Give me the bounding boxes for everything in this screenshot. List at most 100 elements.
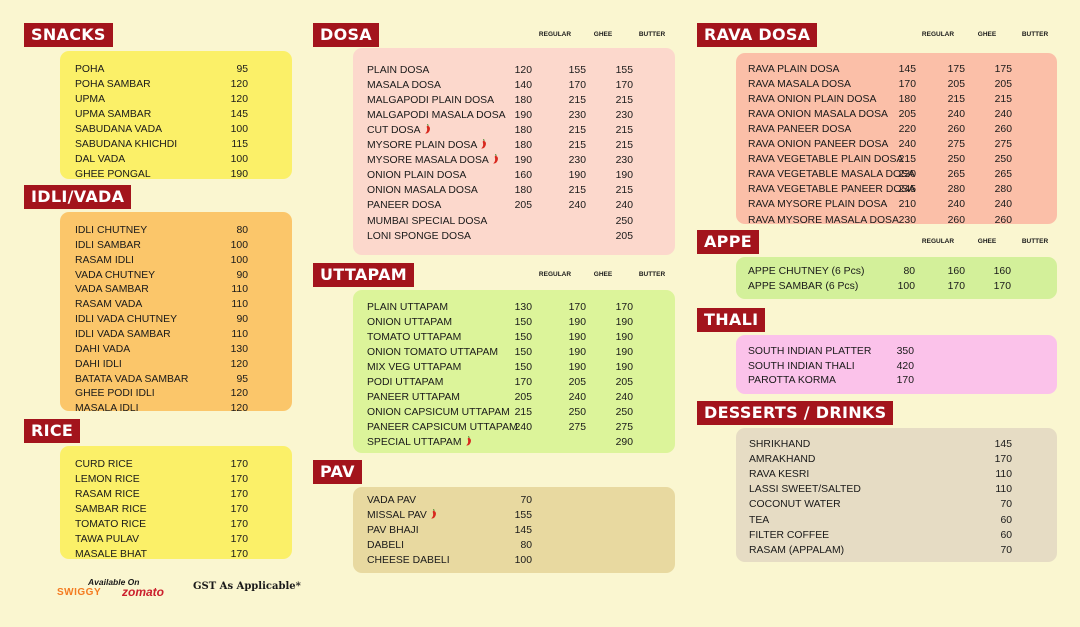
pav-panel bbox=[353, 487, 675, 573]
item-label: AMRAKHAND bbox=[749, 454, 816, 466]
item-label: LASSI SWEET/SALTED bbox=[749, 484, 861, 496]
dosa-item-name: LONI SPONGE DOSA bbox=[367, 230, 471, 243]
rice-item-price: 170 bbox=[230, 519, 248, 530]
snacks-item-name: GHEE PONGAL bbox=[75, 168, 151, 181]
item-label: MUMBAI SPECIAL DOSA bbox=[367, 215, 488, 227]
chili-icon bbox=[462, 436, 472, 448]
dosa-item-price: 250 bbox=[615, 215, 633, 227]
pav-item-name: DABELI bbox=[367, 539, 404, 552]
item-label: MALGAPODI MASALA DOSA bbox=[367, 110, 506, 122]
rava-item-price: 245 bbox=[898, 184, 916, 196]
available-on-label: Available On bbox=[88, 577, 140, 587]
rice-item-price: 170 bbox=[230, 489, 248, 500]
item-label: ONION TOMATO UTTAPAM bbox=[367, 347, 499, 358]
desserts-item-name: COCONUT WATER bbox=[749, 498, 841, 511]
item-label: SAMBAR RICE bbox=[75, 504, 147, 515]
snacks-item-price: 100 bbox=[230, 154, 248, 166]
uttapam-item-name: ONION CAPSICUM UTTAPAM bbox=[367, 406, 510, 419]
dosa-item-name: MALGAPODI PLAIN DOSA bbox=[367, 94, 494, 107]
dosa-item-name: PLAIN DOSA bbox=[367, 64, 429, 77]
idli-item-price: 120 bbox=[230, 403, 248, 415]
desserts-item-name: SHRIKHAND bbox=[749, 438, 810, 451]
item-label: MASALA IDLI bbox=[75, 403, 139, 415]
dosa-item-price: 215 bbox=[568, 140, 586, 152]
dosa-item-price: 230 bbox=[615, 155, 633, 167]
idli-panel bbox=[60, 212, 292, 411]
dosa-item-name: MYSORE MASALA DOSA bbox=[367, 154, 499, 167]
item-label: RAVA ONION MASALA DOSA bbox=[748, 109, 888, 121]
desserts-panel bbox=[736, 428, 1057, 562]
item-label: DAL VADA bbox=[75, 154, 126, 166]
idli-item-name: DAHI IDLI bbox=[75, 358, 122, 371]
item-label: PLAIN DOSA bbox=[367, 65, 430, 76]
rice-item-name: SAMBAR RICE bbox=[75, 503, 147, 516]
rice-item-price: 170 bbox=[230, 474, 248, 485]
snacks-item-name: POHA bbox=[75, 63, 104, 76]
appe-item-price: 160 bbox=[993, 266, 1011, 277]
dosa-item-price: 215 bbox=[615, 125, 633, 137]
uttapam-item-name: SPECIAL UTTAPAM bbox=[367, 436, 472, 449]
uttapam-item-name: TOMATO UTTAPAM bbox=[367, 331, 461, 344]
uttapam-section-title: UTTAPAM bbox=[313, 263, 414, 287]
uttapam-item-price: 205 bbox=[568, 377, 586, 388]
rava-item-price: 145 bbox=[898, 64, 916, 75]
item-label: IDLI SAMBAR bbox=[75, 239, 141, 251]
idli-item-name: IDLI SAMBAR bbox=[75, 239, 141, 252]
idli-item-name: RASAM IDLI bbox=[75, 254, 134, 267]
rice-item-price: 170 bbox=[230, 459, 248, 470]
item-label: TEA bbox=[749, 514, 770, 526]
item-label: TAWA PULAV bbox=[75, 534, 140, 545]
pav-section-title: PAV bbox=[313, 460, 362, 484]
item-label: PANEER DOSA bbox=[367, 200, 442, 212]
item-label: APPE CHUTNEY (6 Pcs) bbox=[748, 266, 865, 277]
uttapam-item-name: PANEER UTTAPAM bbox=[367, 391, 460, 404]
dosa-item-price: 240 bbox=[568, 200, 586, 212]
gst-note: GST As Applicable* bbox=[193, 581, 301, 592]
rava-item-price: 250 bbox=[994, 154, 1012, 166]
dosa-item-price: 190 bbox=[514, 110, 532, 122]
dosa-item-name: ONION MASALA DOSA bbox=[367, 184, 478, 197]
dosa-item-price: 180 bbox=[514, 185, 532, 197]
rice-item-price: 170 bbox=[230, 534, 248, 545]
item-label: DAHI IDLI bbox=[75, 358, 122, 370]
idli-section-title: IDLI/VADA bbox=[24, 185, 132, 209]
item-label: CHEESE DABELI bbox=[367, 555, 450, 567]
dosa-item-price: 240 bbox=[615, 200, 633, 212]
desserts-item-price: 60 bbox=[1000, 514, 1012, 526]
rava-item-price: 215 bbox=[947, 94, 965, 106]
snacks-item-price: 115 bbox=[231, 139, 248, 151]
appe-item-name: APPE SAMBAR (6 Pcs) bbox=[748, 280, 858, 293]
rava-item-name: RAVA ONION PLAIN DOSA bbox=[748, 93, 876, 106]
pav-item-price: 100 bbox=[514, 555, 532, 567]
rava-item-price: 240 bbox=[994, 109, 1012, 121]
uttapam-item-price: 275 bbox=[615, 422, 633, 433]
item-label: VADA PAV bbox=[367, 495, 417, 506]
rava-item-price: 205 bbox=[947, 79, 965, 91]
uttapam-item-price: 190 bbox=[568, 332, 586, 343]
rava-item-price: 175 bbox=[947, 64, 965, 75]
snacks-item-price: 120 bbox=[230, 79, 248, 91]
item-label: SHRIKHAND bbox=[749, 439, 811, 450]
uttapam-item-price: 250 bbox=[568, 407, 586, 418]
thali-item-name: PAROTTA KORMA bbox=[748, 374, 836, 387]
item-label: RASAM RICE bbox=[75, 489, 140, 500]
item-label: TOMATO UTTAPAM bbox=[367, 332, 462, 343]
idli-item-name: IDLI CHUTNEY bbox=[75, 224, 147, 237]
uttapam-panel bbox=[353, 290, 675, 453]
item-label: RAVA VEGETABLE MASALA DOSA bbox=[748, 169, 915, 181]
dosa-item-price: 140 bbox=[514, 80, 532, 92]
item-label: IDLI VADA CHUTNEY bbox=[75, 314, 178, 326]
uttapam-item-price: 170 bbox=[568, 302, 586, 313]
uttapam-item-price: 150 bbox=[514, 362, 532, 373]
rava-item-price: 215 bbox=[898, 154, 916, 166]
uttapam-item-price: 150 bbox=[514, 317, 532, 328]
uttapam-item-price: 130 bbox=[514, 302, 532, 313]
pav-item-price: 155 bbox=[514, 510, 532, 522]
desserts-item-price: 60 bbox=[1000, 529, 1012, 541]
item-label: PANEER UTTAPAM bbox=[367, 392, 460, 403]
uttapam-item-name: ONION UTTAPAM bbox=[367, 316, 452, 329]
dosa-item-name: MASALA DOSA bbox=[367, 79, 441, 92]
uttapam-item-price: 150 bbox=[514, 332, 532, 343]
idli-item-name: MASALA IDLI bbox=[75, 402, 139, 415]
pav-item-name: VADA PAV bbox=[367, 494, 416, 507]
